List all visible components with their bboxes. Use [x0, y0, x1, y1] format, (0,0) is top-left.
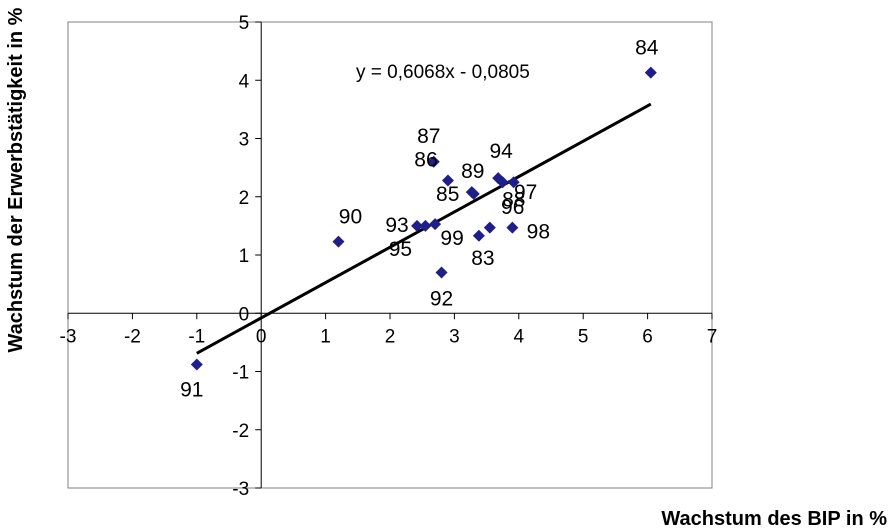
- point-label: 94: [490, 140, 514, 163]
- data-point: [411, 219, 424, 232]
- y-tick-label: 1: [239, 246, 250, 267]
- data-point: [190, 358, 203, 371]
- point-label: 91: [180, 379, 203, 402]
- x-tick-label: 4: [514, 326, 525, 347]
- data-point: [506, 221, 519, 234]
- trendline-equation: y = 0,6068x - 0,0805: [356, 62, 530, 83]
- point-label: 92: [430, 287, 453, 310]
- x-tick-label: 7: [707, 326, 718, 347]
- data-point: [644, 66, 657, 79]
- x-tick-label: 6: [642, 326, 653, 347]
- point-label: 96: [501, 196, 524, 219]
- data-point: [507, 176, 520, 189]
- x-axis-title: Wachstum des BIP in %: [661, 508, 887, 530]
- data-points: [190, 66, 657, 371]
- y-tick-label: -3: [232, 479, 249, 500]
- y-tick-label: 2: [239, 188, 250, 209]
- data-point: [332, 235, 345, 248]
- x-tick-label: 2: [385, 326, 396, 347]
- data-point: [441, 174, 454, 187]
- data-point: [483, 221, 496, 234]
- point-label: 88: [502, 189, 525, 212]
- y-axis-title: Wachstum der Erwerbstätigkeit in %: [5, 7, 27, 352]
- data-point: [427, 155, 440, 168]
- x-tick-label: 3: [449, 326, 460, 347]
- y-tick-label: 0: [239, 304, 250, 325]
- y-tick-label: 3: [239, 130, 250, 151]
- point-label: 85: [436, 183, 459, 206]
- point-label: 90: [339, 206, 362, 229]
- x-tick-label: -1: [188, 326, 205, 347]
- data-point: [465, 186, 478, 199]
- point-label: 86: [414, 148, 437, 171]
- x-tick-label: 5: [578, 326, 589, 347]
- x-tick-label: -3: [60, 326, 77, 347]
- point-label: 83: [471, 247, 494, 270]
- plot-area: [67, 21, 713, 489]
- x-tick-label: 1: [320, 326, 331, 347]
- y-tick-label: -2: [232, 421, 249, 442]
- point-label: 89: [461, 160, 484, 183]
- point-label: 87: [417, 125, 440, 148]
- tick-labels: -3 -2 -1 0 1 2 3 4 5 6 7 -3 -2 -1 0 1 2 3 4 5: [60, 13, 718, 500]
- x-tick-label: -2: [124, 326, 141, 347]
- data-point: [472, 229, 485, 242]
- y-tick-label: 4: [239, 71, 250, 92]
- point-label: 84: [635, 37, 659, 60]
- point-label: 93: [385, 214, 408, 237]
- point-label: 95: [389, 238, 412, 261]
- y-tick-label: 5: [239, 13, 250, 34]
- point-label: 97: [514, 181, 537, 204]
- x-tick-label: 0: [256, 326, 267, 347]
- data-point: [419, 219, 432, 232]
- data-point: [429, 218, 442, 231]
- data-point: [496, 176, 509, 189]
- data-point: [435, 266, 448, 279]
- y-tick-label: -1: [232, 363, 249, 384]
- point-label: 98: [527, 221, 550, 244]
- point-label: 99: [440, 227, 463, 250]
- axes: [67, 21, 713, 489]
